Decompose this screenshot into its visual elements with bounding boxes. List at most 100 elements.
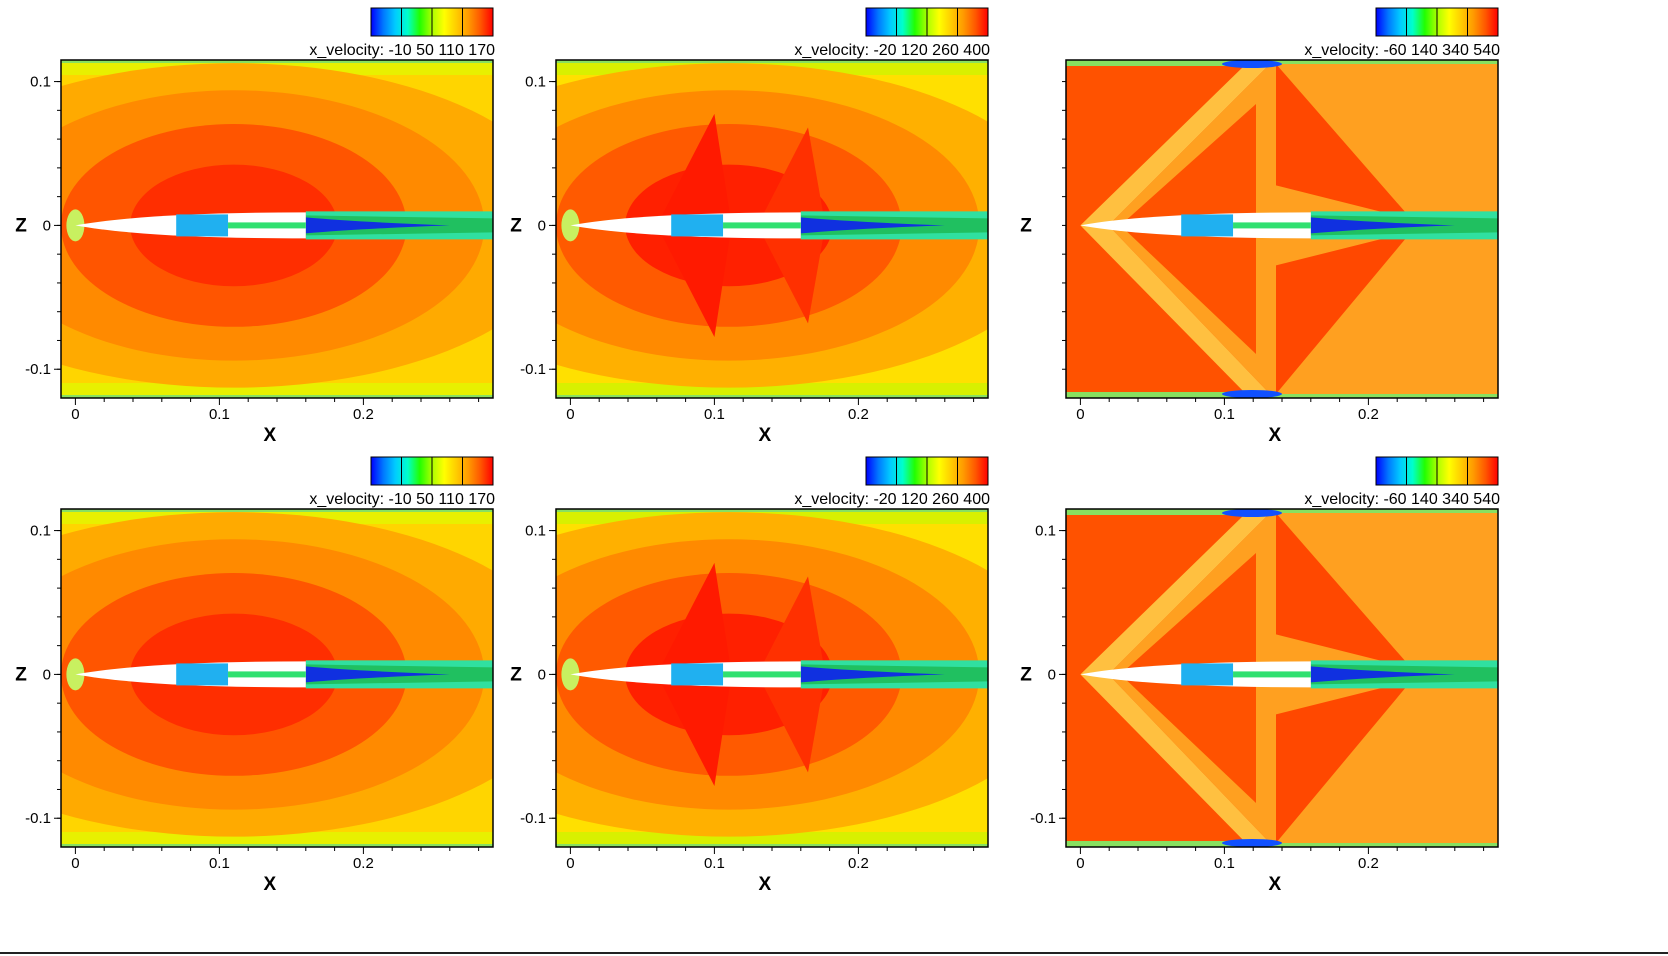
x-tick-label: 0.1 [1214,855,1235,872]
internal-chamber [1181,214,1234,237]
x-axis-label: X [758,425,771,446]
x-tick-label: 0.1 [704,855,725,872]
contour-field [556,60,988,398]
x-tick-label: 0.1 [209,855,230,872]
x-tick-label: 0.2 [848,406,869,423]
panel-bottom-middle: 0 0.1 0.2 0.1 0 -0.1 X Zx_velocity: -20 120 260… [510,456,990,895]
internal-channel [723,671,801,678]
x-tick-label: 0.2 [353,855,374,872]
internal-chamber [176,663,229,686]
x-tick-label: 0.2 [1358,855,1379,872]
contour-band [1066,509,1498,515]
colorbar-label: x_velocity: -60 140 340 540 [1304,491,1500,508]
contour-band [1080,674,1270,843]
internal-chamber [671,663,724,686]
colorbar-label: x_velocity: -10 50 110 170 [309,491,495,508]
wake-jet [1310,660,1498,689]
x-tick-label: 0 [1076,855,1084,872]
contour-band [1222,390,1282,398]
y-tick-label: -0.1 [520,810,546,827]
y-tick-label: -0.1 [25,361,51,378]
x-tick-label: 0.1 [1214,406,1235,423]
contour-band [556,383,988,395]
contour-band [1080,225,1270,394]
wake-jet [800,211,988,240]
contour-band [800,666,945,683]
contour-band [556,832,988,844]
contour-band [61,383,493,395]
y-tick-label: -0.1 [25,810,51,827]
contour-band [1080,513,1270,675]
y-tick-label: 0.1 [525,74,546,91]
colorbar-legend: x_velocity: -60 140 340 540 [1304,7,1500,59]
y-tick-label: 0 [1048,666,1056,683]
x-tick-label: 0.2 [353,406,374,423]
y-tick-label: 0.1 [30,523,51,540]
panel-top-right: 0 0.1 0.2 X Zx_velocity: -60 140 340 540 [1020,7,1500,446]
panel-top-middle: 0 0.1 0.2 0.1 0 -0.1 X Zx_velocity: -20 120 260… [510,7,990,446]
colorbar-legend: x_velocity: -10 50 110 170 [309,7,495,59]
contour-band [1066,60,1498,66]
y-tick-label: -0.1 [520,361,546,378]
y-tick-label: 0 [43,666,51,683]
colorbar-legend: x_velocity: -10 50 110 170 [309,456,495,508]
internal-channel [228,671,306,678]
x-axis-label: X [1268,425,1281,446]
internal-channel [228,222,306,229]
internal-channel [1233,671,1311,678]
x-tick-label: 0 [71,855,79,872]
contour-band [1276,680,1412,843]
contour-field [1066,60,1498,398]
y-axis-label: Z [510,215,522,236]
wake-jet [305,211,493,240]
panel-bottom-right: 0 0.1 0.2 0.1 0 -0.1 X Zx_velocity: -60 140 340… [1020,456,1500,895]
colorbar-legend: x_velocity: -60 140 340 540 [1304,456,1500,508]
x-tick-label: 0 [566,855,574,872]
x-tick-label: 0 [71,406,79,423]
contour-field [1066,509,1498,847]
y-tick-label: 0 [538,217,546,234]
contour-band [61,832,493,844]
panel-bottom-left: 0 0.1 0.2 0.1 0 -0.1 X Zx_velocity: -10 50 110 … [15,456,495,895]
y-tick-label: 0 [43,217,51,234]
y-axis-label: Z [15,664,27,685]
x-tick-label: 0 [566,406,574,423]
contour-field [61,509,493,847]
x-axis-label: X [1268,874,1281,895]
y-axis-label: Z [15,215,27,236]
contour-band [1276,231,1412,394]
y-tick-label: 0.1 [1035,523,1056,540]
wake-jet [305,660,493,689]
colorbar-legend: x_velocity: -20 120 260 400 [794,456,990,508]
contour-band [1222,839,1282,847]
wake-jet [1310,211,1498,240]
contour-band [1310,217,1455,234]
contour-band [1222,509,1282,517]
colorbar-label: x_velocity: -20 120 260 400 [794,42,990,59]
contour-band [1222,60,1282,68]
colorbar-label: x_velocity: -20 120 260 400 [794,491,990,508]
y-axis-label: Z [510,664,522,685]
x-tick-label: 0.2 [1358,406,1379,423]
x-tick-label: 0.2 [848,855,869,872]
y-tick-label: 0.1 [525,523,546,540]
contour-band [1276,513,1412,669]
contour-band [1310,666,1455,683]
y-tick-label: -0.1 [1030,810,1056,827]
contour-band [1080,64,1270,226]
contour-band [305,217,450,234]
contour-band [305,666,450,683]
y-axis-label: Z [1020,664,1032,685]
contour-field [61,60,493,398]
contour-band [1276,64,1412,220]
panel-top-left: 0 0.1 0.2 0.1 0 -0.1 X Zx_velocity: -10 50 110 … [15,7,495,446]
x-axis-label: X [263,874,276,895]
colorbar-legend: x_velocity: -20 120 260 400 [794,7,990,59]
x-tick-label: 0 [1076,406,1084,423]
x-tick-label: 0.1 [209,406,230,423]
internal-chamber [1181,663,1234,686]
colorbar-label: x_velocity: -60 140 340 540 [1304,42,1500,59]
x-axis-label: X [758,874,771,895]
figure-bottom-border [0,952,1668,954]
